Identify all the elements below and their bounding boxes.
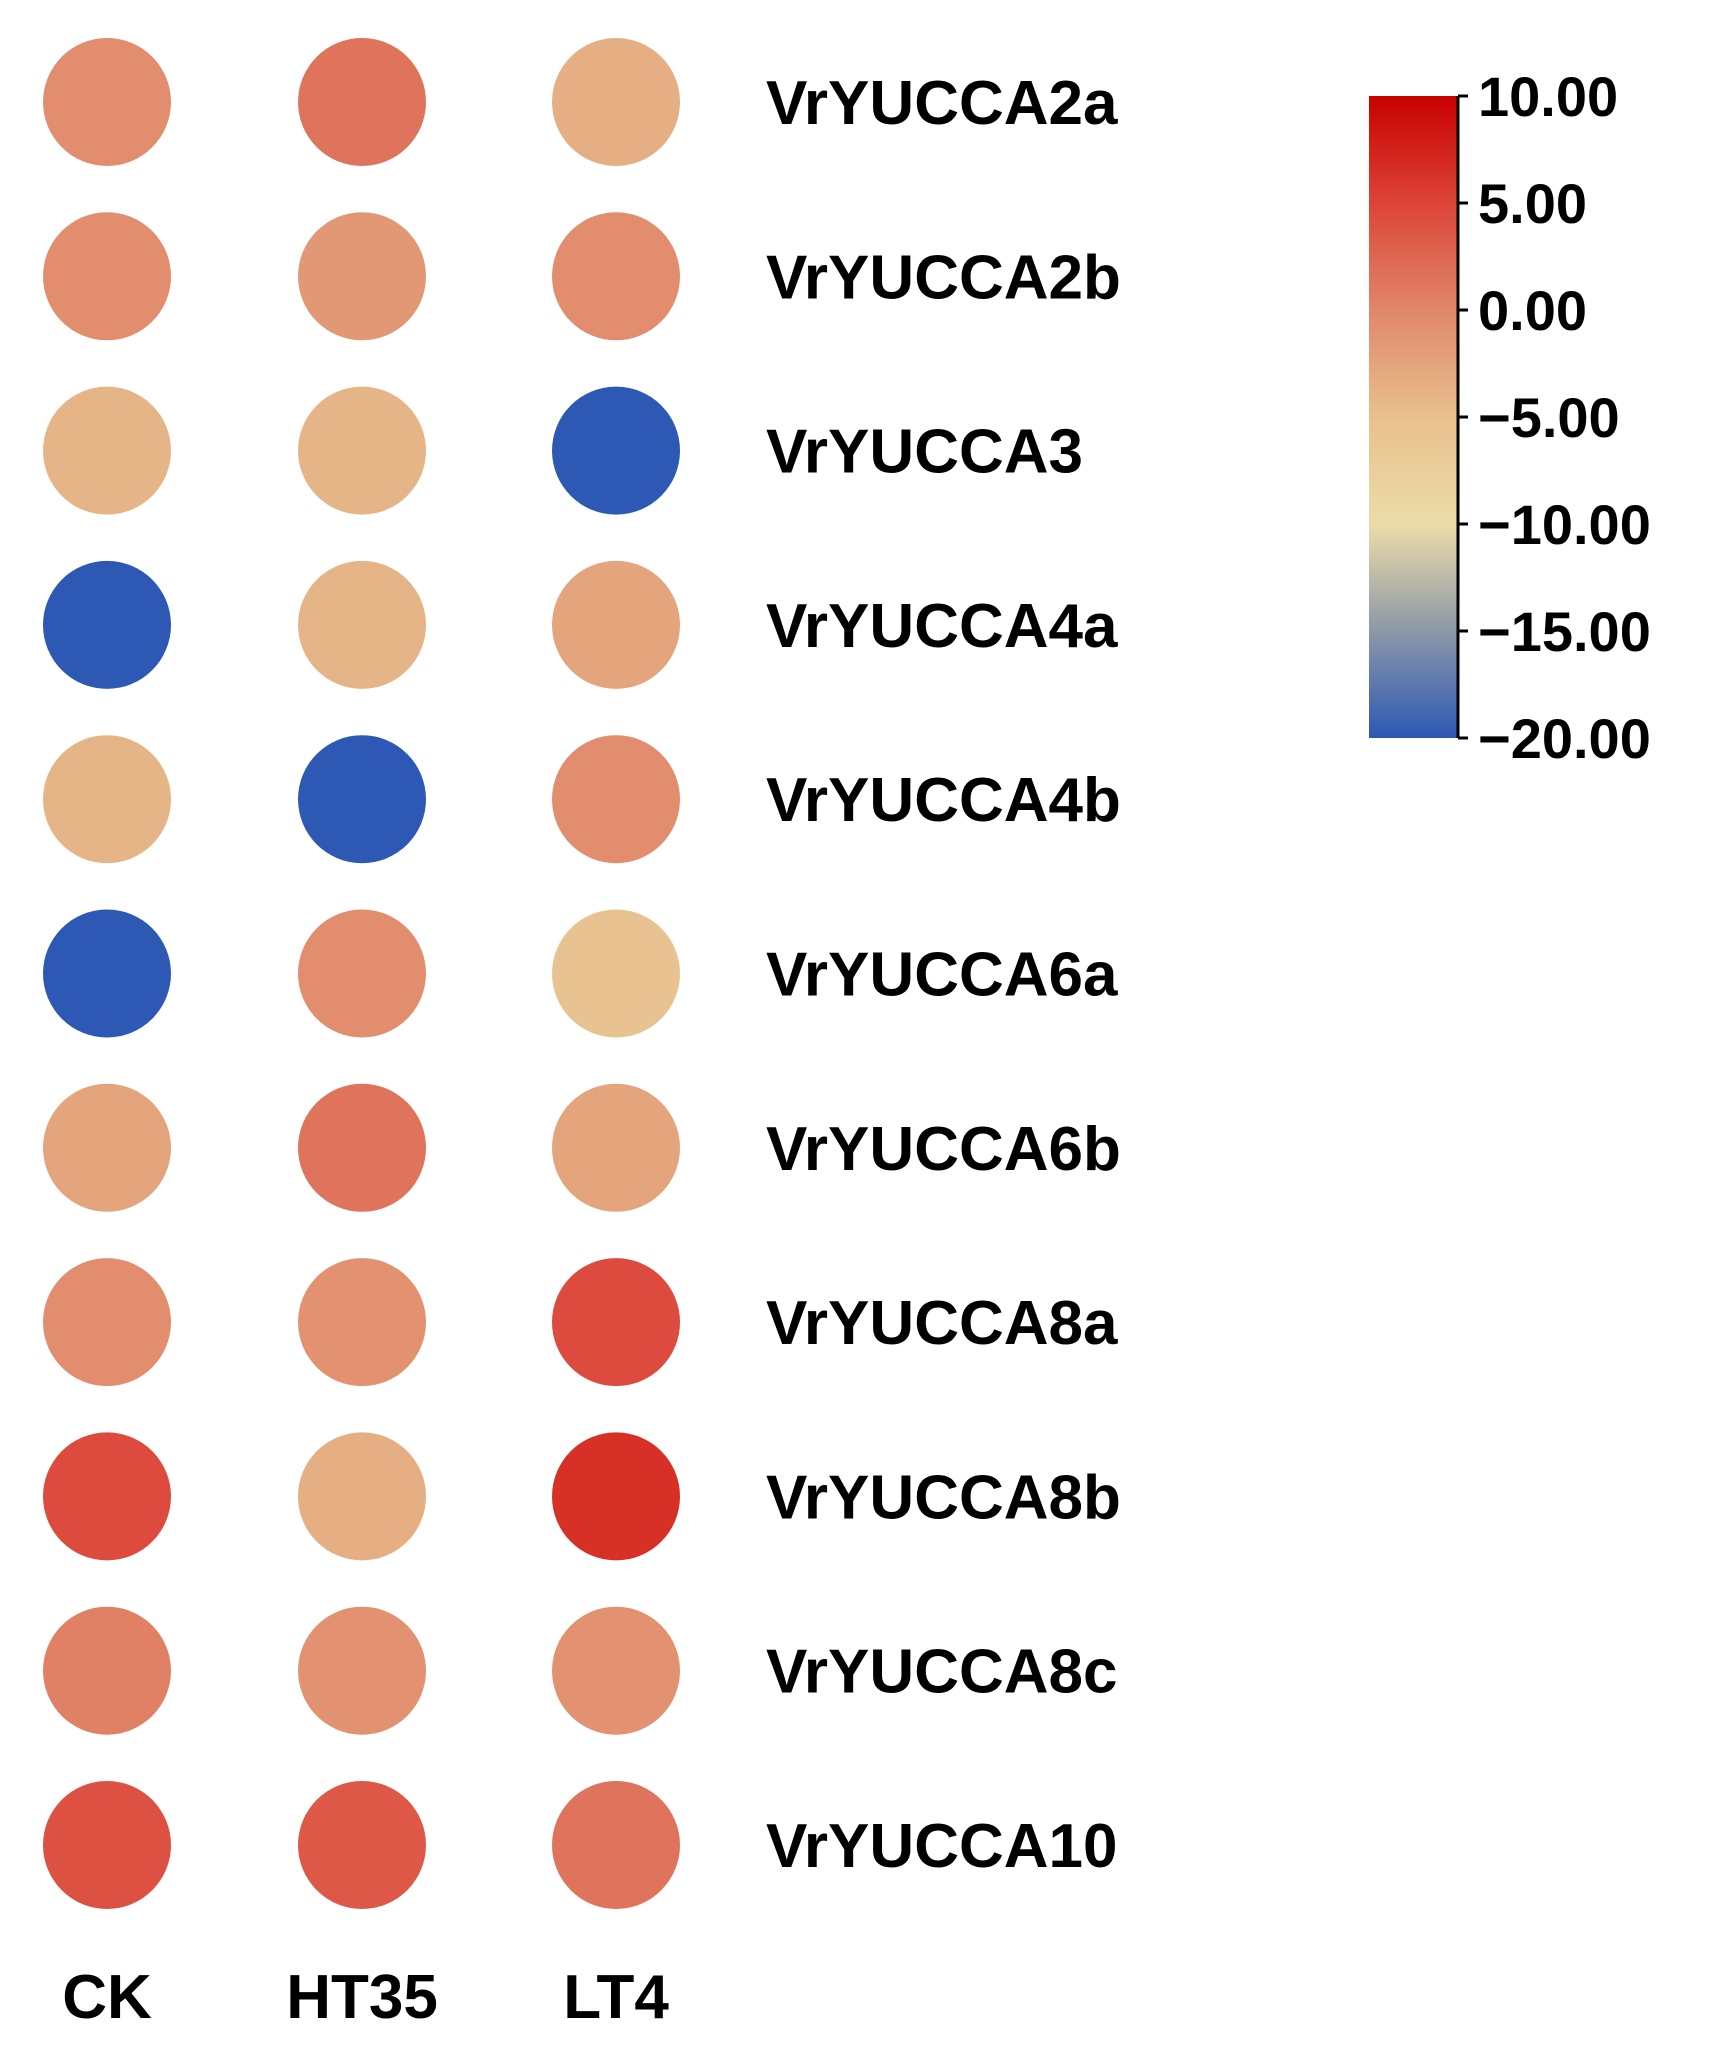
dot-vryucca4a-ck [43,560,171,689]
colorbar-tick-label-0-00: 0.00 [1478,279,1587,342]
dot-vryucca3-ck [43,386,171,515]
dot-vryucca2a-ck [43,38,171,166]
dot-vryucca2a-lt4 [552,38,680,166]
colorbar-tick-label-10-00: 10.00 [1478,65,1618,128]
dot-vryucca4b-ht35 [298,735,426,864]
colorbar-tick-label-5-00: 5.00 [1478,172,1587,235]
row-label-vryucca8c: VrYUCCA8c [766,1638,1117,1707]
dot-vryucca4a-lt4 [552,560,680,689]
row-label-vryucca4a: VrYUCCA4a [766,592,1118,661]
colorbar: 10.00 5.00 0.00 −5.00 −10.00 −15.00 −20.00 [1369,65,1651,770]
dot-vryucca8b-ht35 [298,1432,426,1561]
dots-layer [43,38,680,1909]
row-label-vryucca6a: VrYUCCA6a [766,941,1118,1010]
row-label-vryucca2b: VrYUCCA2b [766,243,1121,312]
dot-vryucca8c-ck [43,1606,171,1735]
dot-vryucca4a-ht35 [298,560,426,689]
dot-vryucca6b-ht35 [298,1083,426,1212]
row-label-vryucca6b: VrYUCCA6b [766,1115,1121,1184]
row-labels: VrYUCCA2a VrYUCCA2b VrYUCCA3 VrYUCCA4a VrYUC… [766,69,1121,1881]
row-label-vryucca10: VrYUCCA10 [766,1812,1117,1881]
dot-vryucca2a-ht35 [298,38,426,166]
dot-vryucca2b-ck [43,212,171,341]
dot-vryucca8c-ht35 [298,1606,426,1735]
dot-vryucca6a-lt4 [552,909,680,1038]
dot-vryucca8b-lt4 [552,1432,680,1561]
dot-vryucca10-ck [43,1781,171,1909]
dot-vryucca6a-ht35 [298,909,426,1038]
dot-vryucca8a-lt4 [552,1258,680,1387]
dot-vryucca8b-ck [43,1432,171,1561]
colorbar-tick-label-10-00: −10.00 [1478,493,1651,556]
dot-vryucca2b-lt4 [552,212,680,341]
colorbar-tick-label-15-00: −15.00 [1478,600,1651,663]
colorbar-tick-label-20-00: −20.00 [1478,707,1651,770]
dot-vryucca10-ht35 [298,1781,426,1909]
column-label-ck: CK [62,1963,152,2032]
dot-vryucca6a-ck [43,909,171,1038]
dot-vryucca6b-lt4 [552,1083,680,1212]
dot-vryucca6b-ck [43,1083,171,1212]
dot-vryucca10-lt4 [552,1781,680,1909]
dot-vryucca3-ht35 [298,386,426,515]
dot-vryucca8a-ck [43,1258,171,1387]
colorbar-gradient [1369,96,1458,738]
row-label-vryucca8a: VrYUCCA8a [766,1289,1118,1358]
dot-vryucca8a-ht35 [298,1258,426,1387]
row-label-vryucca2a: VrYUCCA2a [766,69,1118,138]
colorbar-tick-label-5-00: −5.00 [1478,386,1620,449]
row-label-vryucca8b: VrYUCCA8b [766,1463,1121,1532]
dot-vryucca2b-ht35 [298,212,426,341]
row-label-vryucca3: VrYUCCA3 [766,418,1083,487]
row-label-vryucca4b: VrYUCCA4b [766,766,1121,835]
dot-vryucca4b-lt4 [552,735,680,864]
dot-vryucca8c-lt4 [552,1606,680,1735]
dot-vryucca4b-ck [43,735,171,864]
column-label-ht35: HT35 [286,1963,438,2032]
column-labels: CK HT35 LT4 [62,1963,669,2032]
column-label-lt4: LT4 [563,1963,669,2032]
dot-vryucca3-lt4 [552,386,680,515]
